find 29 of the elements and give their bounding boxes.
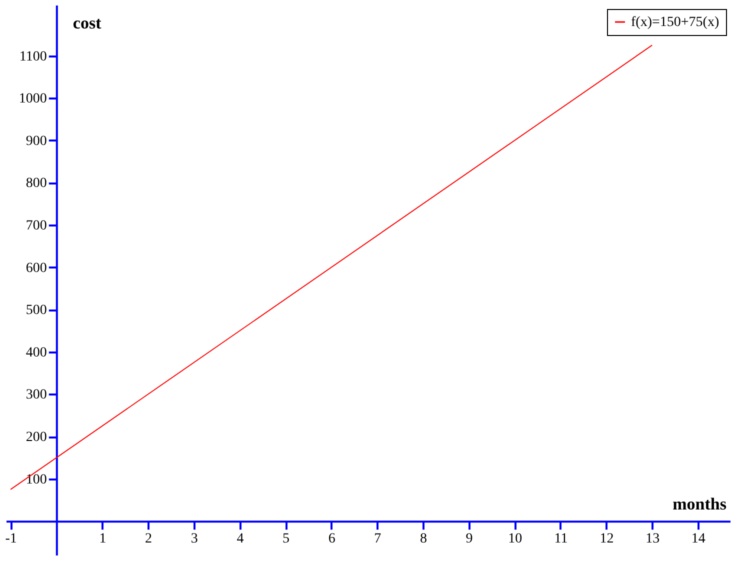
legend-label: f(x)=150+75(x) <box>631 15 720 30</box>
y-tick-label: 200 <box>26 430 47 446</box>
y-tick-label: 100 <box>26 472 47 488</box>
x-tick-label: 6 <box>328 532 336 547</box>
x-tick-label: 13 <box>646 532 660 547</box>
y-axis-title: cost <box>72 14 102 32</box>
x-tick-label: 12 <box>600 532 614 547</box>
x-tick-label: 1 <box>99 532 106 547</box>
x-tick-label: -1 <box>5 532 17 547</box>
x-tick-label: 7 <box>374 532 382 547</box>
y-tick-label: 500 <box>26 303 47 318</box>
x-tick-label: 4 <box>236 532 244 547</box>
y-tick-label: 300 <box>26 388 47 403</box>
x-tick-label: 8 <box>420 532 427 547</box>
x-tick-label: 9 <box>466 532 473 547</box>
x-tick-label: 3 <box>190 532 198 547</box>
x-tick-label: 2 <box>145 532 152 547</box>
x-tick-label: 14 <box>691 532 706 547</box>
y-tick-label: 600 <box>26 260 47 276</box>
y-tick-label: 900 <box>26 134 47 149</box>
y-tick-label: 800 <box>26 176 47 192</box>
y-tick-label: 700 <box>26 218 47 234</box>
y-tick-label: 1100 <box>19 49 47 64</box>
x-axis-title: months <box>672 494 727 514</box>
x-tick-label: 5 <box>282 532 290 547</box>
x-tick-label: 11 <box>554 532 568 547</box>
y-tick-label: 400 <box>26 345 47 360</box>
y-tick-label: 1000 <box>18 92 47 107</box>
x-tick-label: 10 <box>508 532 522 547</box>
